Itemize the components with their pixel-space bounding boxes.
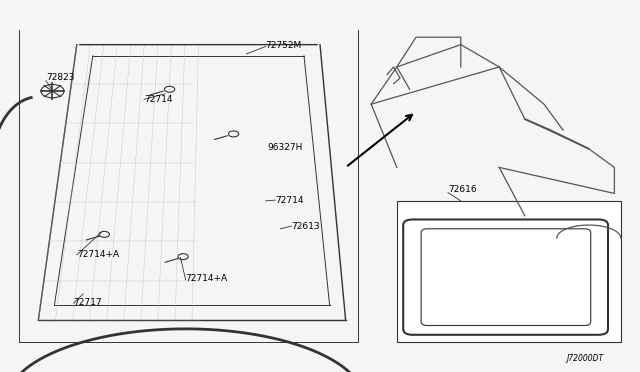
Text: 72714: 72714 <box>275 196 304 205</box>
FancyBboxPatch shape <box>403 219 608 335</box>
Text: 72752M: 72752M <box>266 41 302 50</box>
Text: 72714+A: 72714+A <box>77 250 119 259</box>
Text: 72613: 72613 <box>291 222 320 231</box>
Bar <box>397 201 621 342</box>
Text: J72000DT: J72000DT <box>566 354 604 363</box>
FancyBboxPatch shape <box>421 229 591 326</box>
Text: 72714+A: 72714+A <box>186 274 228 283</box>
Text: 72714: 72714 <box>144 95 173 104</box>
Text: 72717: 72717 <box>74 298 102 307</box>
Text: 72616: 72616 <box>448 185 477 193</box>
Text: 72823: 72823 <box>46 73 75 82</box>
Text: 96327H: 96327H <box>268 143 303 152</box>
